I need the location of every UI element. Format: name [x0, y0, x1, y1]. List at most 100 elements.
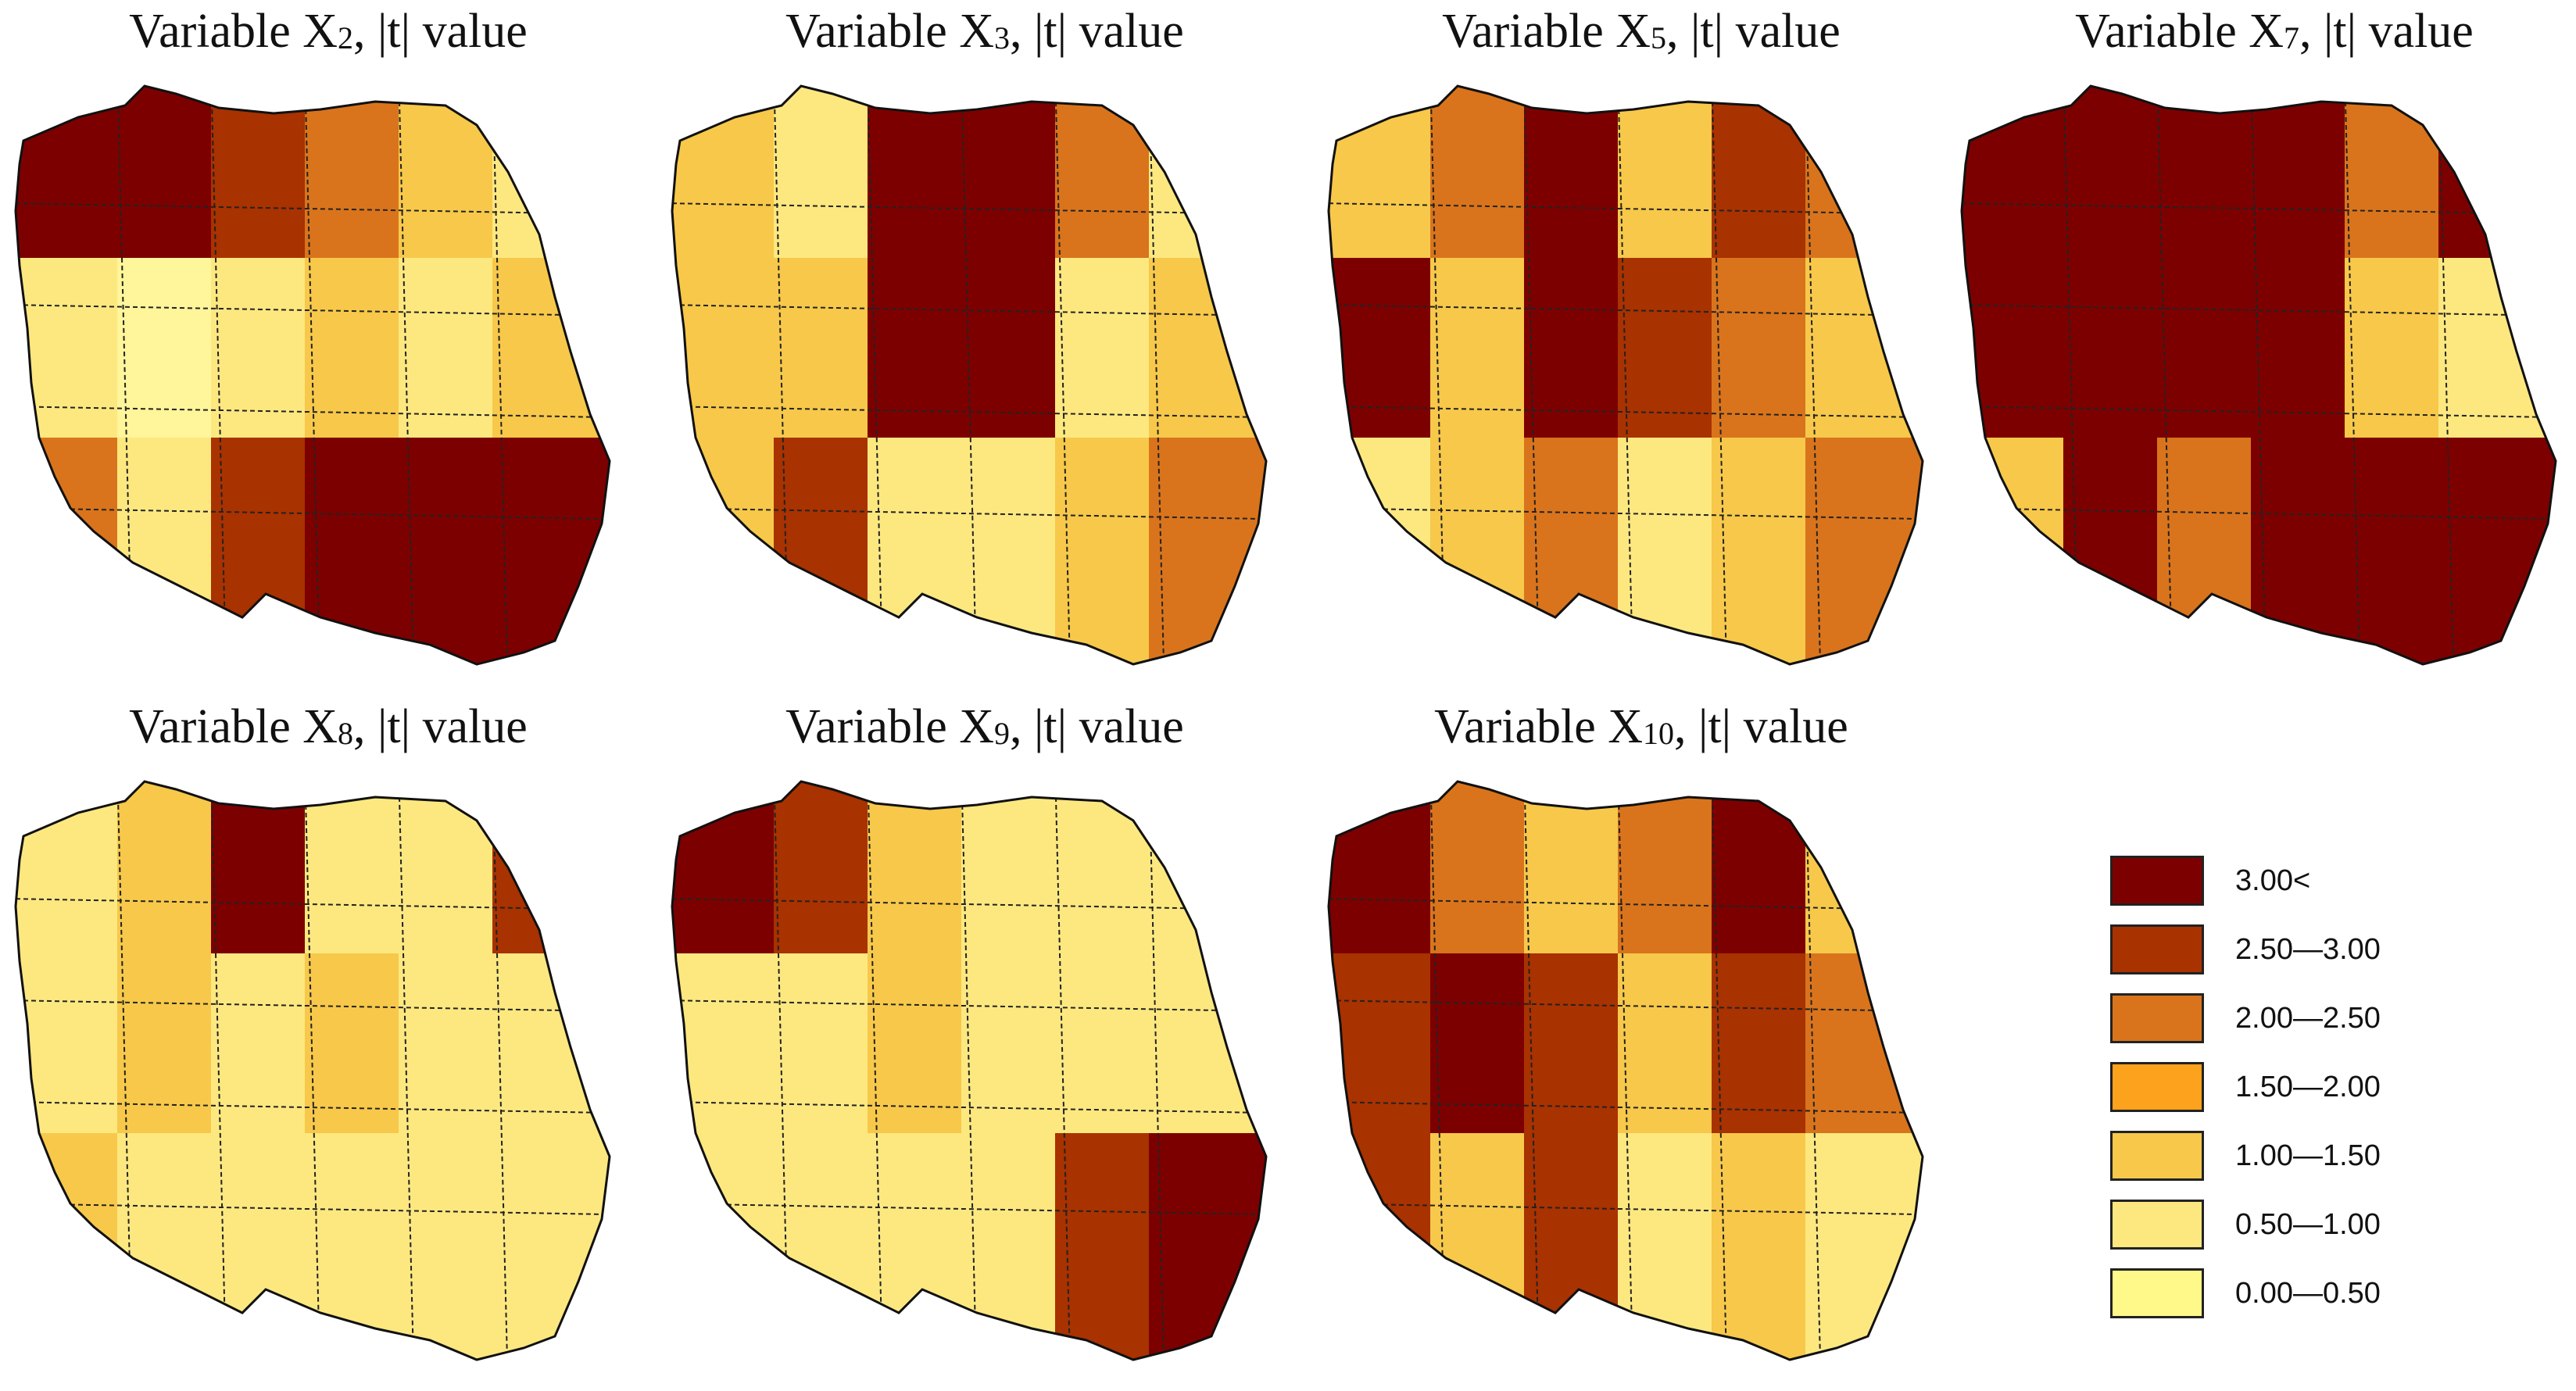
legend-swatch: [2110, 1268, 2204, 1318]
region-boundary: [16, 999, 610, 1013]
region-boundary: [1805, 86, 1822, 664]
map-region: [774, 1133, 868, 1360]
map-region: [1618, 781, 1712, 953]
map-region: [1430, 86, 1524, 258]
map-region: [868, 438, 961, 664]
map-region: [1430, 781, 1524, 953]
map-region: [2438, 258, 2556, 438]
country-border: [1960, 84, 2557, 666]
map-region: [16, 258, 117, 438]
map-region: [774, 438, 868, 664]
map-region: [305, 86, 399, 258]
map-region: [1149, 1133, 1266, 1360]
legend-item: 2.00—2.50: [2110, 985, 2517, 1054]
region-boundary: [1523, 86, 1540, 664]
map-region: [1805, 86, 1923, 258]
region-boundary: [1429, 781, 1447, 1360]
map-region: [868, 86, 961, 258]
map-region: [1524, 86, 1618, 258]
region-boundary: [1429, 86, 1447, 664]
map-region: [211, 781, 305, 953]
map-region: [961, 1133, 1055, 1360]
region-boundary: [398, 781, 415, 1360]
map-region: [1805, 1133, 1923, 1360]
map-region: [1618, 953, 1712, 1133]
map-region: [16, 1133, 117, 1360]
region-boundary: [672, 304, 1266, 317]
region-boundary: [1329, 999, 1923, 1013]
map-region: [961, 438, 1055, 664]
map-region: [305, 258, 399, 438]
map-title: Variable X8, |t| value: [129, 700, 528, 753]
map-region: [211, 86, 305, 258]
country-border: [14, 84, 611, 666]
map-region: [117, 438, 211, 664]
map-title: Variable X10, |t| value: [1434, 700, 1848, 753]
legend-swatch: [2110, 1131, 2204, 1181]
map-region: [1805, 438, 1923, 664]
map-region: [117, 781, 211, 953]
map-region: [117, 953, 211, 1133]
legend-swatch: [2110, 1062, 2204, 1112]
region-boundary: [1962, 304, 2556, 317]
map-region: [672, 953, 774, 1133]
map-region: [305, 1133, 399, 1360]
map-region: [2345, 258, 2438, 438]
country-border: [671, 780, 1268, 1361]
poland-map: [1327, 780, 1924, 1361]
region-boundary: [1329, 304, 1923, 317]
poland-map: [1960, 84, 2557, 666]
region-boundary: [116, 781, 134, 1360]
legend-swatch: [2110, 856, 2204, 906]
region-boundary: [2438, 86, 2455, 664]
region-boundary: [210, 86, 227, 664]
region-boundary: [1962, 507, 2556, 520]
map-region: [1329, 86, 1430, 258]
map-region: [868, 1133, 961, 1360]
map-region: [1524, 438, 1618, 664]
legend-swatch: [2110, 1200, 2204, 1250]
poland-map: [671, 84, 1268, 666]
map-region: [399, 781, 492, 953]
map-region: [2063, 438, 2157, 664]
map-region: [1430, 258, 1524, 438]
map-region: [2157, 258, 2251, 438]
map-region: [2063, 86, 2157, 258]
legend-item: 2.50—3.00: [2110, 917, 2517, 985]
region-boundary: [672, 507, 1266, 520]
legend-label: 3.00<: [2235, 864, 2311, 897]
map-region: [1524, 953, 1618, 1133]
map-region: [961, 953, 1055, 1133]
map-region: [961, 781, 1055, 953]
region-boundary: [1617, 86, 1634, 664]
map-region: [16, 781, 117, 953]
map-region: [1712, 1133, 1805, 1360]
map-region: [1055, 953, 1149, 1133]
region-boundary: [304, 86, 321, 664]
map-region: [2438, 438, 2556, 664]
map-title: Variable X2, |t| value: [129, 5, 528, 58]
region-boundary: [16, 1203, 610, 1216]
map-region: [1430, 953, 1524, 1133]
map-region: [1712, 258, 1805, 438]
region-boundary: [1148, 781, 1165, 1360]
map-region: [305, 953, 399, 1133]
map-region: [1329, 1133, 1430, 1360]
map-region: [1962, 86, 2063, 258]
map-region: [1329, 258, 1430, 438]
poland-map: [14, 780, 611, 1361]
map-region: [1055, 1133, 1149, 1360]
map-region: [774, 953, 868, 1133]
region-boundary: [1617, 781, 1634, 1360]
region-boundary: [16, 406, 610, 419]
map-region: [492, 781, 610, 953]
map-region: [961, 258, 1055, 438]
map-region: [1055, 781, 1149, 953]
map-region: [492, 438, 610, 664]
map-region: [1149, 781, 1266, 953]
region-boundary: [1711, 86, 1728, 664]
map-region: [1712, 781, 1805, 953]
region-boundary: [773, 86, 790, 664]
map-title: Variable X5, |t| value: [1442, 5, 1841, 58]
legend-swatch: [2110, 993, 2204, 1043]
